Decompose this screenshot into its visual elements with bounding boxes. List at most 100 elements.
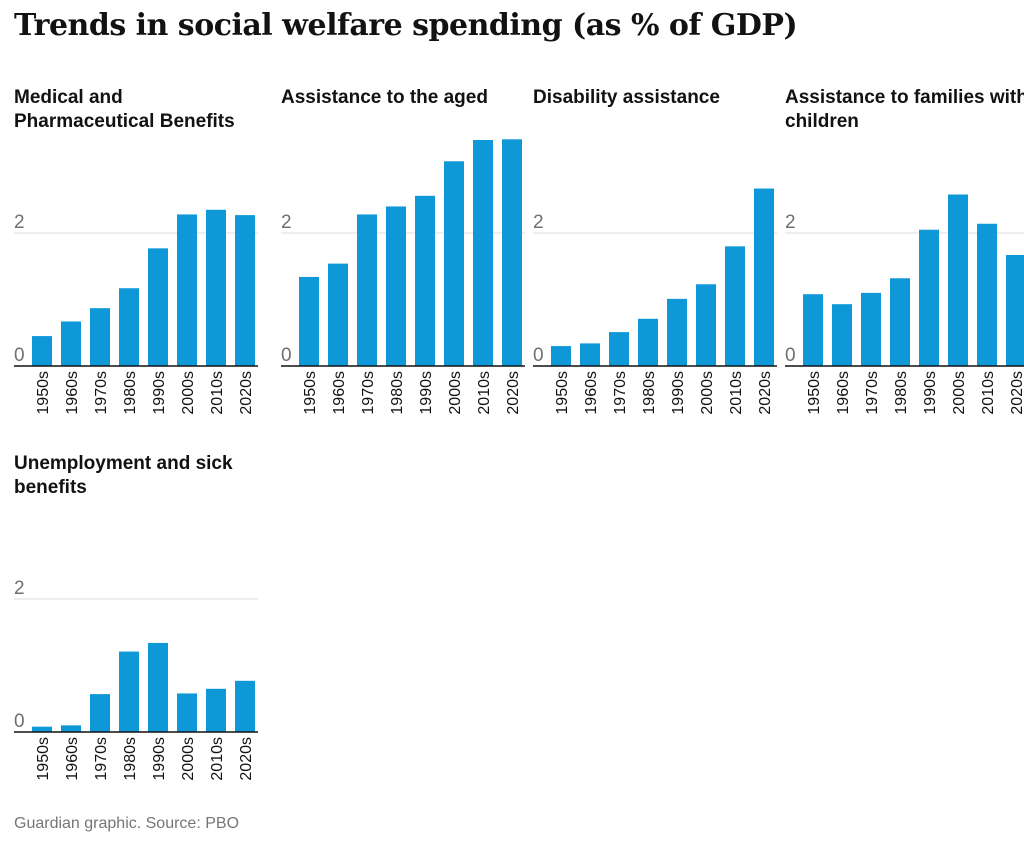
y-tick-label: 0 <box>533 345 544 366</box>
chart-disability: 0 2 1950s 1960s 1970s 1980s 1990s 2000s 2010s 202… <box>533 188 777 415</box>
x-tick-label: 1950s <box>302 371 319 415</box>
panel-title: Unemployment and sick benefits <box>14 453 233 498</box>
bar-1950s <box>299 276 319 366</box>
x-tick-label: 1950s <box>806 371 823 415</box>
x-tick-label: 1970s <box>360 371 377 415</box>
bar-1970s <box>861 292 881 366</box>
x-tick-label: 1960s <box>583 371 600 415</box>
x-tick-label: 1990s <box>670 371 687 415</box>
x-tick-label: 1970s <box>864 371 881 415</box>
x-tick-label: 2020s <box>757 371 774 415</box>
bar-2020s <box>235 680 255 732</box>
x-tick-label: 1950s <box>35 737 52 781</box>
x-tick-label: 1950s <box>35 371 52 415</box>
bar-1960s <box>61 321 81 366</box>
bar-1970s <box>90 694 110 732</box>
bar-1970s <box>609 332 629 366</box>
bar-1990s <box>667 298 687 366</box>
x-tick-label: 1980s <box>122 737 139 781</box>
bar-1960s <box>580 343 600 366</box>
bar-2020s <box>1006 254 1024 366</box>
x-tick-label: 2020s <box>505 371 522 415</box>
x-tick-label: 2010s <box>209 371 226 415</box>
bar-2000s <box>696 284 716 366</box>
x-tick-label: 1960s <box>331 371 348 415</box>
bar-1950s <box>551 346 571 366</box>
bar-1990s <box>919 229 939 366</box>
bar-1980s <box>119 288 139 366</box>
bar-2010s <box>977 223 997 366</box>
bar-2000s <box>177 693 197 732</box>
x-tick-label: 1980s <box>893 371 910 415</box>
x-tick-label: 2010s <box>728 371 745 415</box>
y-tick-label: 2 <box>14 578 25 599</box>
panel-assistance-aged: Assistance to the aged 0 2 1950s 1960s 1970s… <box>281 86 526 446</box>
chart-assistance-aged: 0 2 1950s 1960s 1970s 1980s 1990s 2000s 2010s 202… <box>281 139 525 415</box>
bar-1990s <box>148 642 168 732</box>
x-tick-label: 1960s <box>64 371 81 415</box>
panel-title: Disability assistance <box>533 87 720 108</box>
y-tick-label: 2 <box>14 212 25 233</box>
bar-1980s <box>386 206 406 366</box>
y-tick-label: 0 <box>14 345 25 366</box>
panel-title: Medical and Pharmaceutical Benefits <box>14 87 235 132</box>
x-tick-label: 1970s <box>93 737 110 781</box>
bar-2010s <box>206 688 226 732</box>
bar-1980s <box>890 278 910 366</box>
x-tick-label: 1990s <box>922 371 939 415</box>
bar-1960s <box>832 304 852 366</box>
bar-2000s <box>444 161 464 366</box>
bar-1990s <box>148 248 168 366</box>
y-tick-label: 2 <box>281 212 292 233</box>
bar-1990s <box>415 195 435 366</box>
bar-1980s <box>119 651 139 732</box>
bar-1950s <box>32 336 52 366</box>
x-tick-label: 2010s <box>980 371 997 415</box>
bar-1980s <box>638 318 658 366</box>
chart-unemployment-sick: 0 2 1950s 1960s 1970s 1980s 1990s 2000s 2010s 202… <box>14 578 258 781</box>
x-tick-label: 2020s <box>238 371 255 415</box>
panel-title: Assistance to families with children <box>785 87 1024 132</box>
x-tick-label: 2000s <box>699 371 716 415</box>
bar-1960s <box>328 263 348 366</box>
x-tick-label: 2020s <box>238 737 255 781</box>
bar-2020s <box>502 139 522 366</box>
x-tick-label: 1990s <box>151 371 168 415</box>
x-tick-label: 2000s <box>447 371 464 415</box>
bar-2020s <box>235 215 255 366</box>
x-tick-label: 1970s <box>93 371 110 415</box>
bar-2020s <box>754 188 774 366</box>
x-tick-label: 1990s <box>418 371 435 415</box>
bar-2000s <box>177 214 197 366</box>
panel-medical-pharmaceutical: Medical and Pharmaceutical Benefits 0 2 19… <box>14 86 259 446</box>
chart-families-children: 0 2 1950s 1960s 1970s 1980s 1990s 2000s 2010s 202… <box>785 194 1024 415</box>
x-tick-label: 2010s <box>476 371 493 415</box>
x-tick-label: 1970s <box>612 371 629 415</box>
chart-medical-pharmaceutical: 0 2 1950s 1960s 1970s 1980s 1990s 2000s 2010s 202… <box>14 209 258 415</box>
bar-1970s <box>90 308 110 366</box>
bar-1950s <box>803 294 823 366</box>
panel-families-children: Assistance to families with children 0 2 1… <box>785 86 1024 446</box>
x-tick-label: 1980s <box>389 371 406 415</box>
x-tick-label: 2000s <box>180 371 197 415</box>
bar-1950s <box>32 726 52 732</box>
x-tick-label: 1960s <box>835 371 852 415</box>
panel-disability: Disability assistance 0 2 1950s 1960s 1970s 1… <box>533 86 778 446</box>
x-tick-label: 2010s <box>209 737 226 781</box>
bar-2010s <box>725 246 745 366</box>
x-tick-label: 1950s <box>554 371 571 415</box>
y-tick-label: 2 <box>785 212 796 233</box>
y-tick-label: 0 <box>281 345 292 366</box>
bar-1960s <box>61 725 81 732</box>
bar-2000s <box>948 194 968 366</box>
y-tick-label: 0 <box>785 345 796 366</box>
bar-1970s <box>357 214 377 366</box>
source-note: Guardian graphic. Source: PBO <box>14 815 240 832</box>
bar-2010s <box>473 140 493 366</box>
bar-2010s <box>206 209 226 366</box>
y-tick-label: 0 <box>14 711 25 732</box>
x-tick-label: 1990s <box>151 737 168 781</box>
x-tick-label: 1980s <box>122 371 139 415</box>
x-tick-label: 1980s <box>641 371 658 415</box>
x-tick-label: 2000s <box>180 737 197 781</box>
